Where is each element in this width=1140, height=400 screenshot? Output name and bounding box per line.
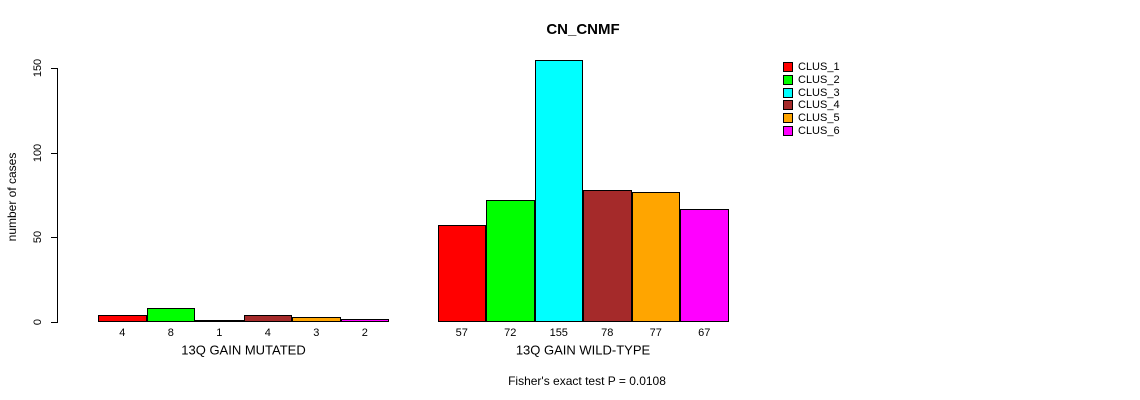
bar-value-label: 67 bbox=[698, 327, 711, 339]
y-tick-label: 150 bbox=[32, 58, 44, 78]
y-tick-mark bbox=[51, 322, 57, 323]
bar-clus_6-group2 bbox=[680, 208, 729, 322]
bar-value-label: 72 bbox=[504, 327, 517, 339]
legend-color-swatch bbox=[783, 126, 793, 136]
bar-value-label: 4 bbox=[119, 327, 126, 339]
y-tick-mark bbox=[51, 152, 57, 154]
legend-color-swatch bbox=[783, 113, 793, 124]
bar-value-label: 57 bbox=[455, 327, 468, 339]
bar-value-label: 2 bbox=[361, 327, 368, 339]
bar-clus_6-group1 bbox=[340, 318, 389, 322]
legend-label: CLUS_6 bbox=[798, 125, 840, 137]
legend-label: CLUS_3 bbox=[798, 86, 840, 99]
y-axis-label: number of cases bbox=[5, 152, 19, 242]
legend-item-clus_2: CLUS_2 bbox=[783, 74, 840, 86]
legend-item-clus_6: CLUS_6 bbox=[783, 125, 840, 137]
chart-title: CN_CNMF bbox=[546, 21, 620, 38]
group-label-2: 13Q GAIN WILD-TYPE bbox=[515, 342, 651, 358]
legend-color-swatch bbox=[783, 74, 793, 85]
bar-clus_3-group1 bbox=[195, 320, 244, 323]
legend-color-swatch bbox=[783, 87, 793, 98]
legend-label: CLUS_4 bbox=[798, 99, 840, 112]
bar-value-label: 78 bbox=[601, 327, 614, 339]
group-label-1: 13Q GAIN MUTATED bbox=[181, 342, 306, 358]
bar-clus_2-group2 bbox=[486, 200, 535, 322]
bar-clus_3-group2 bbox=[534, 59, 583, 322]
legend-label: CLUS_2 bbox=[798, 73, 840, 86]
y-tick-label: 0 bbox=[32, 318, 44, 326]
bar-clus_4-group1 bbox=[243, 315, 292, 322]
legend-item-clus_3: CLUS_3 bbox=[783, 87, 840, 99]
legend-label: CLUS_5 bbox=[798, 112, 840, 125]
bar-value-label: 1 bbox=[216, 327, 223, 339]
y-axis-line bbox=[57, 68, 58, 323]
y-tick-mark bbox=[51, 68, 57, 69]
y-tick-label: 100 bbox=[32, 143, 44, 162]
legend-item-clus_5: CLUS_5 bbox=[783, 112, 840, 124]
bar-clus_4-group2 bbox=[583, 189, 632, 322]
bar-value-label: 8 bbox=[167, 327, 174, 339]
legend-item-clus_4: CLUS_4 bbox=[783, 99, 840, 111]
bar-clus_5-group1 bbox=[292, 316, 341, 322]
bar-clus_1-group1 bbox=[98, 315, 147, 322]
y-tick-mark bbox=[51, 237, 57, 239]
legend-item-clus_1: CLUS_1 bbox=[783, 61, 840, 73]
legend-label: CLUS_1 bbox=[798, 61, 840, 73]
bar-value-label: 4 bbox=[264, 327, 271, 339]
y-tick-label: 50 bbox=[32, 231, 44, 244]
bar-clus_2-group1 bbox=[146, 308, 195, 322]
annotation-fisher-test: Fisher's exact test P = 0.0108 bbox=[508, 374, 666, 388]
legend-color-swatch bbox=[783, 100, 793, 111]
bar-clus_5-group2 bbox=[631, 191, 680, 322]
bar-value-label: 155 bbox=[549, 327, 568, 339]
bar-value-label: 3 bbox=[313, 327, 320, 339]
bar-value-label: 77 bbox=[649, 327, 662, 339]
legend-color-swatch bbox=[783, 62, 793, 72]
bar-clus_1-group2 bbox=[437, 225, 486, 322]
